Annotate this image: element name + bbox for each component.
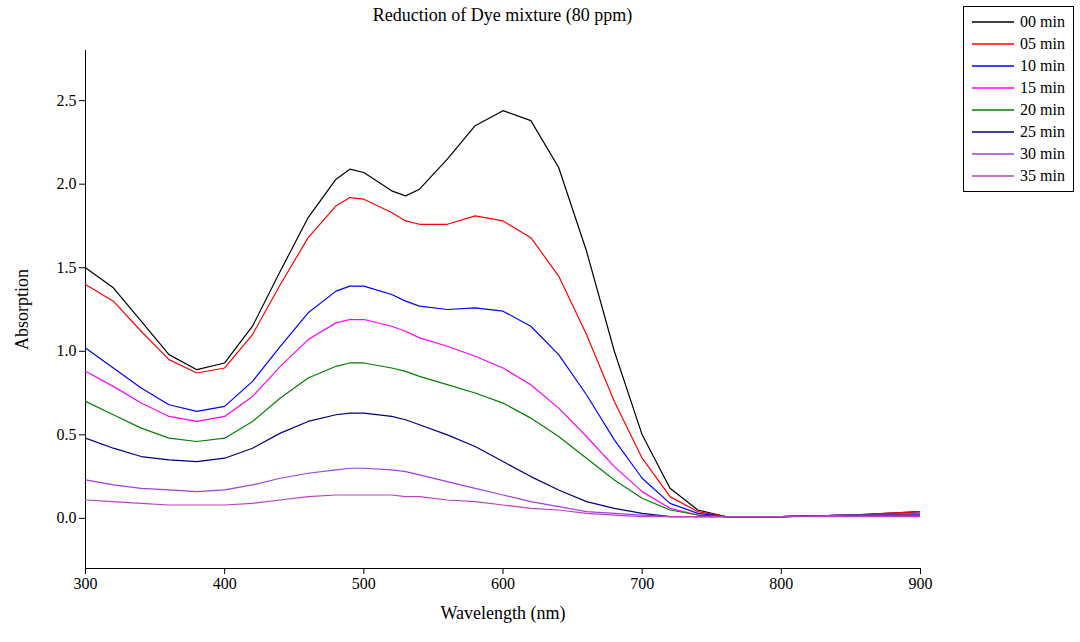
html-text:Reduction of Dye mixture (80 p: Reduction of Dye mixture (80 ppm) [372,5,633,25]
svg-text:800: 800 [769,575,793,592]
svg-text:2.0: 2.0 [57,175,77,192]
svg-text:700: 700 [630,575,654,592]
svg-text:400: 400 [213,575,237,592]
svg-text:1.0: 1.0 [57,342,77,359]
html-text:25 min: 25 min [1020,123,1065,140]
svg-text:900: 900 [909,575,933,592]
html-text:35 min: 35 min [1020,167,1065,184]
svg-text:500: 500 [352,575,376,592]
svg-text:Absorption: Absorption [12,269,32,350]
html-text:05 min: 05 min [1020,35,1065,52]
html-text:20 min: 20 min [1020,101,1065,118]
svg-text:600: 600 [491,575,515,592]
html-text:10 min: 10 min [1020,57,1065,74]
svg-text:1.5: 1.5 [57,259,77,276]
html-text:00 min: 00 min [1020,13,1065,30]
svg-text:0.0: 0.0 [57,509,77,526]
html-text:15 min: 15 min [1020,79,1065,96]
svg-text:Wavelength (nm): Wavelength (nm) [440,603,565,624]
html-text:30 min: 30 min [1020,145,1065,162]
svg-text:2.5: 2.5 [57,92,77,109]
svg-text:300: 300 [74,575,98,592]
svg-text:0.5: 0.5 [57,426,77,443]
